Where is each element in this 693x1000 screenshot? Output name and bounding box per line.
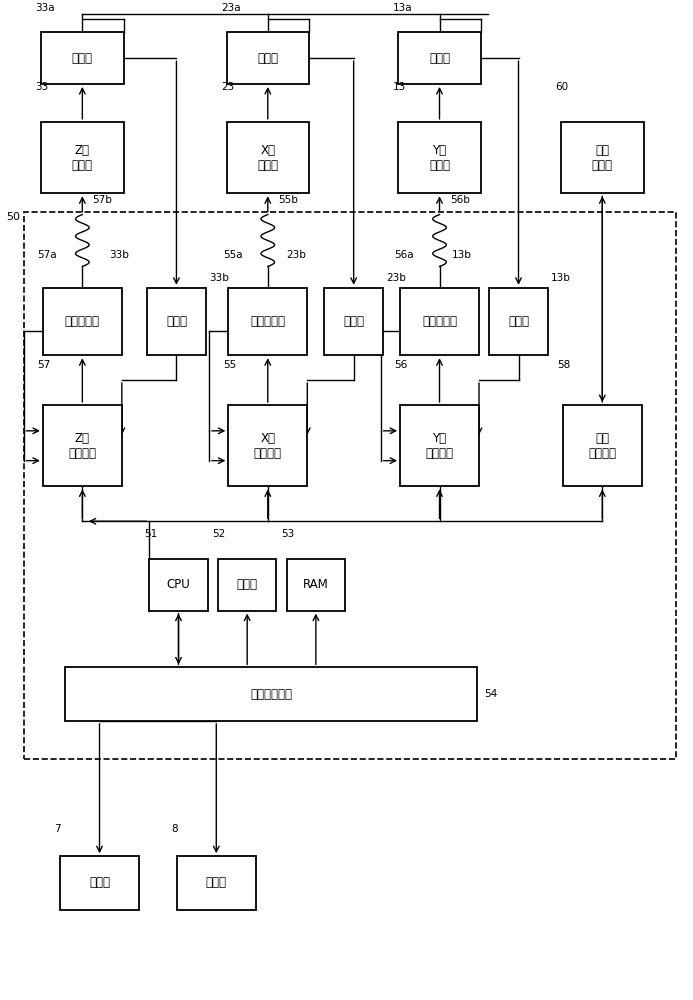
Text: 微分器: 微分器 [508,315,529,328]
Text: 编码器: 编码器 [257,52,279,65]
Text: CPU: CPU [166,578,191,591]
Text: 23b: 23b [386,273,406,283]
Text: 7: 7 [55,824,61,834]
Bar [43,288,122,355]
Bar [563,405,642,486]
Text: 33: 33 [35,82,49,92]
Text: Z轴
电动机: Z轴 电动机 [72,144,93,172]
Bar [398,122,481,193]
Text: 伺服放大器: 伺服放大器 [65,315,100,328]
Bar [228,288,307,355]
Bar [218,559,277,611]
Bar [177,856,256,910]
Text: Z轴
控制电路: Z轴 控制电路 [69,432,96,460]
Text: 显示部: 显示部 [206,876,227,889]
Bar [65,667,477,721]
Text: 54: 54 [484,689,498,699]
Text: 57b: 57b [93,195,112,205]
Text: 微分器: 微分器 [166,315,187,328]
Text: 微分器: 微分器 [343,315,364,328]
Text: 13: 13 [393,82,406,92]
Bar [400,288,479,355]
Text: 56a: 56a [394,250,414,260]
Bar [400,405,479,486]
Text: 13a: 13a [393,3,412,13]
Text: 57a: 57a [37,250,57,260]
Bar [227,32,309,84]
Text: 编入编码接口: 编入编码接口 [250,688,292,701]
Text: 8: 8 [171,824,178,834]
Text: 伺服放大器: 伺服放大器 [250,315,286,328]
Bar [489,288,547,355]
Bar [147,288,206,355]
Bar [324,288,383,355]
Text: 13b: 13b [551,273,571,283]
Text: 操作部: 操作部 [89,876,110,889]
Text: 23: 23 [221,82,234,92]
Bar [43,405,122,486]
Bar [398,32,481,84]
Bar [561,122,644,193]
Bar [227,122,309,193]
Text: 33a: 33a [35,3,55,13]
Text: 刀库
控制电路: 刀库 控制电路 [588,432,616,460]
Text: 55: 55 [223,360,236,370]
Bar [60,856,139,910]
Text: 58: 58 [557,360,570,370]
Text: 伺服放大器: 伺服放大器 [422,315,457,328]
Bar [41,122,123,193]
Text: 刀库
电动机: 刀库 电动机 [592,144,613,172]
Bar [41,32,123,84]
Bar [287,559,345,611]
Text: 55a: 55a [223,250,243,260]
Text: 存储部: 存储部 [237,578,258,591]
Text: Y轴
电动机: Y轴 电动机 [429,144,450,172]
Text: 60: 60 [556,82,569,92]
Text: 55b: 55b [278,195,298,205]
Text: 33b: 33b [109,250,130,260]
Text: 33b: 33b [209,273,229,283]
Text: 13b: 13b [452,250,471,260]
Text: 23b: 23b [287,250,306,260]
Bar [24,212,676,759]
Bar [149,559,208,611]
Text: 51: 51 [144,529,157,539]
Text: Y轴
控制电路: Y轴 控制电路 [426,432,453,460]
Text: 编码器: 编码器 [429,52,450,65]
Text: X轴
电动机: X轴 电动机 [257,144,279,172]
Text: 50: 50 [6,212,21,222]
Text: 56: 56 [394,360,407,370]
Text: 56b: 56b [450,195,470,205]
Text: 57: 57 [37,360,51,370]
Text: RAM: RAM [303,578,328,591]
Text: 53: 53 [281,529,295,539]
Text: 52: 52 [213,529,226,539]
Text: 23a: 23a [221,3,240,13]
Text: X轴
控制电路: X轴 控制电路 [254,432,282,460]
Text: 编码器: 编码器 [72,52,93,65]
Bar [228,405,307,486]
